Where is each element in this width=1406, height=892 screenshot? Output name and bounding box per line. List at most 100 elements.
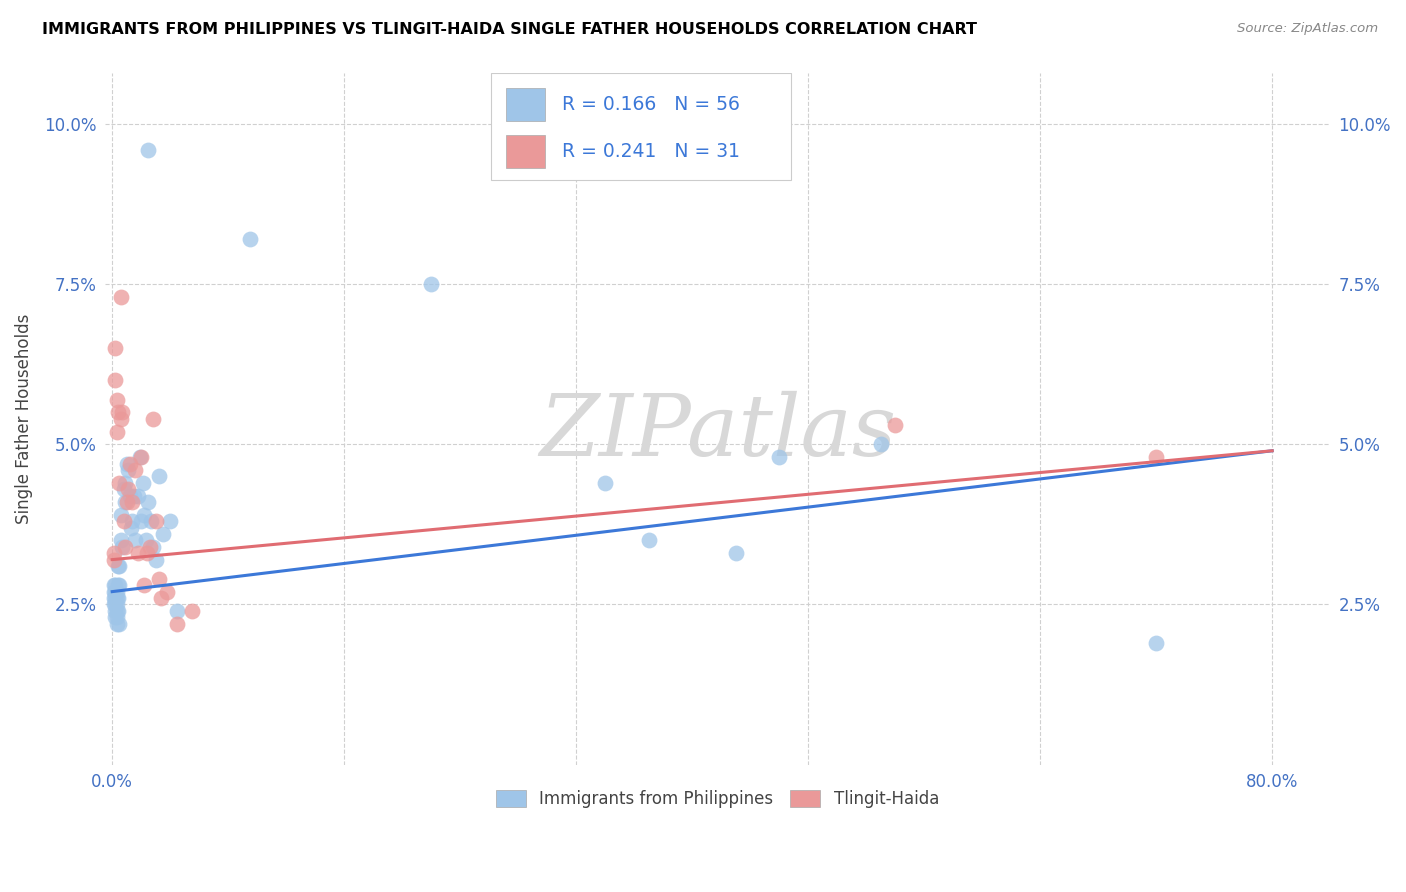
Point bbox=[108, 578, 131, 592]
FancyBboxPatch shape bbox=[506, 135, 544, 168]
Point bbox=[181, 604, 204, 618]
FancyBboxPatch shape bbox=[506, 88, 544, 121]
Point bbox=[117, 463, 139, 477]
Point bbox=[768, 450, 790, 465]
Point bbox=[166, 616, 188, 631]
Text: ZIPatlas: ZIPatlas bbox=[538, 392, 896, 474]
Point bbox=[132, 578, 155, 592]
Point bbox=[136, 546, 159, 560]
Point bbox=[104, 584, 127, 599]
Point bbox=[110, 508, 132, 522]
Point bbox=[115, 495, 138, 509]
Point bbox=[111, 540, 134, 554]
Point bbox=[108, 475, 131, 490]
Point bbox=[138, 143, 160, 157]
Point bbox=[139, 540, 162, 554]
Point bbox=[152, 527, 174, 541]
Point bbox=[105, 425, 128, 439]
Point bbox=[129, 450, 152, 465]
Point bbox=[138, 495, 160, 509]
Point bbox=[135, 533, 157, 548]
Point bbox=[105, 584, 128, 599]
Point bbox=[142, 411, 165, 425]
Text: Source: ZipAtlas.com: Source: ZipAtlas.com bbox=[1237, 22, 1378, 36]
Point bbox=[105, 591, 128, 605]
Point bbox=[145, 552, 167, 566]
Point bbox=[127, 489, 149, 503]
Point bbox=[103, 591, 125, 605]
Point bbox=[884, 418, 907, 433]
Point bbox=[114, 495, 136, 509]
Point bbox=[120, 520, 142, 534]
Point bbox=[637, 533, 659, 548]
Point bbox=[107, 578, 129, 592]
Point bbox=[105, 604, 128, 618]
Point bbox=[1144, 636, 1167, 650]
Point bbox=[108, 559, 131, 574]
Point bbox=[124, 463, 146, 477]
Point bbox=[103, 552, 125, 566]
Point bbox=[107, 604, 129, 618]
Point bbox=[127, 546, 149, 560]
Point bbox=[128, 450, 150, 465]
Point bbox=[724, 546, 747, 560]
Point bbox=[122, 489, 145, 503]
Text: R = 0.166   N = 56: R = 0.166 N = 56 bbox=[562, 95, 740, 114]
Point bbox=[114, 540, 136, 554]
Point bbox=[111, 405, 134, 419]
Point bbox=[593, 475, 616, 490]
Point bbox=[105, 598, 128, 612]
Point bbox=[141, 514, 163, 528]
Point bbox=[104, 604, 127, 618]
Point bbox=[142, 540, 165, 554]
Point bbox=[107, 559, 129, 574]
Point bbox=[166, 604, 188, 618]
Point bbox=[107, 405, 129, 419]
Point bbox=[103, 578, 125, 592]
Point bbox=[110, 411, 132, 425]
Point bbox=[117, 482, 139, 496]
Point bbox=[132, 508, 155, 522]
Point bbox=[1144, 450, 1167, 465]
Point bbox=[121, 495, 143, 509]
Point bbox=[104, 341, 127, 355]
Point bbox=[110, 290, 132, 304]
Point bbox=[150, 591, 173, 605]
Point bbox=[869, 437, 891, 451]
Point bbox=[103, 598, 125, 612]
Point bbox=[115, 457, 138, 471]
Point bbox=[124, 533, 146, 548]
Legend: Immigrants from Philippines, Tlingit-Haida: Immigrants from Philippines, Tlingit-Hai… bbox=[489, 783, 946, 815]
Y-axis label: Single Father Households: Single Father Households bbox=[15, 314, 32, 524]
FancyBboxPatch shape bbox=[491, 73, 792, 180]
Point bbox=[104, 578, 127, 592]
Point bbox=[112, 514, 135, 528]
Point bbox=[104, 610, 127, 624]
Point bbox=[110, 533, 132, 548]
Point bbox=[118, 489, 141, 503]
Point bbox=[129, 514, 152, 528]
Point bbox=[159, 514, 181, 528]
Point bbox=[145, 514, 167, 528]
Point bbox=[104, 591, 127, 605]
Point bbox=[239, 232, 262, 246]
Point bbox=[121, 514, 143, 528]
Point bbox=[105, 392, 128, 407]
Point bbox=[420, 277, 443, 292]
Point bbox=[105, 616, 128, 631]
Point bbox=[103, 546, 125, 560]
Point bbox=[105, 610, 128, 624]
Point bbox=[104, 598, 127, 612]
Point bbox=[131, 475, 153, 490]
Point bbox=[107, 591, 129, 605]
Text: R = 0.241   N = 31: R = 0.241 N = 31 bbox=[562, 142, 740, 161]
Point bbox=[156, 584, 179, 599]
Point bbox=[148, 572, 170, 586]
Point bbox=[114, 475, 136, 490]
Point bbox=[118, 457, 141, 471]
Point bbox=[148, 469, 170, 483]
Point bbox=[112, 482, 135, 496]
Text: IMMIGRANTS FROM PHILIPPINES VS TLINGIT-HAIDA SINGLE FATHER HOUSEHOLDS CORRELATIO: IMMIGRANTS FROM PHILIPPINES VS TLINGIT-H… bbox=[42, 22, 977, 37]
Point bbox=[108, 616, 131, 631]
Point bbox=[104, 373, 127, 387]
